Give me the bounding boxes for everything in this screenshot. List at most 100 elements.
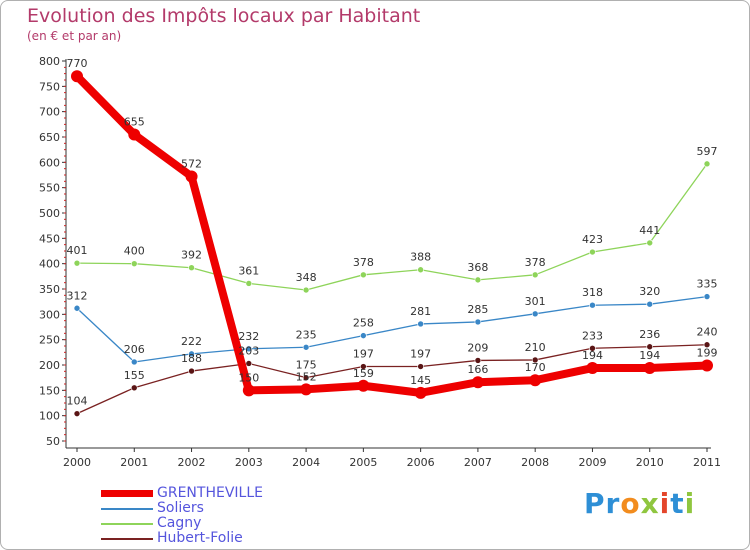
data-point-soliers: [646, 300, 654, 308]
data-point-grentheville: [242, 384, 255, 397]
data-label-hubert-folie: 240: [697, 326, 718, 339]
data-point-grentheville: [701, 359, 713, 372]
series-line-hubert-folie: [76, 344, 708, 415]
legend-label-cagny: Cagny: [157, 515, 202, 531]
y-tick-label: 750: [39, 80, 60, 93]
data-label-hubert-folie: 233: [582, 329, 603, 342]
x-tick-label: 2006: [407, 456, 435, 469]
legend-label-grentheville: GRENTHEVILLE: [157, 485, 263, 501]
data-label-grentheville: 145: [410, 374, 431, 387]
y-tick-label: 550: [39, 182, 60, 195]
data-label-hubert-folie: 203: [238, 344, 259, 357]
data-point-cagny: [245, 280, 253, 287]
y-tick-label: 100: [39, 410, 60, 423]
data-label-soliers: 285: [467, 303, 488, 316]
data-point-cagny: [188, 264, 195, 272]
x-tick-label: 2003: [235, 456, 263, 469]
data-point-hubert-folie: [130, 384, 138, 392]
data-label-grentheville: 655: [124, 115, 145, 128]
data-label-cagny: 441: [639, 224, 660, 237]
data-label-soliers: 206: [124, 343, 145, 356]
data-point-grentheville: [128, 128, 141, 141]
y-tick-label: 150: [39, 384, 60, 397]
y-tick-label: 600: [39, 156, 60, 169]
data-label-grentheville: 170: [525, 361, 546, 374]
data-label-cagny: 378: [353, 256, 374, 269]
data-point-hubert-folie: [417, 363, 424, 370]
y-tick-label: 50: [46, 435, 60, 448]
data-label-cagny: 401: [67, 244, 88, 257]
data-point-hubert-folie: [646, 343, 654, 351]
data-label-hubert-folie: 104: [67, 395, 88, 408]
x-tick-label: 2009: [578, 456, 606, 469]
data-label-soliers: 335: [697, 278, 718, 291]
y-tick-label: 650: [39, 131, 60, 144]
data-label-cagny: 368: [467, 261, 488, 274]
data-label-grentheville: 150: [238, 371, 259, 384]
data-label-cagny: 400: [124, 245, 145, 258]
data-label-cagny: 361: [238, 264, 259, 277]
data-label-hubert-folie: 155: [124, 369, 145, 382]
x-tick-label: 2011: [693, 456, 721, 469]
data-point-soliers: [245, 345, 253, 353]
data-label-soliers: 281: [410, 305, 431, 318]
data-point-soliers: [130, 358, 138, 366]
data-label-soliers: 258: [353, 317, 374, 330]
data-label-soliers: 232: [238, 330, 259, 343]
x-tick-label: 2002: [178, 456, 206, 469]
legend-swatch-grentheville: [101, 490, 153, 497]
data-point-soliers: [188, 350, 195, 358]
data-point-soliers: [531, 310, 539, 318]
chart-subtitle: (en € et par an): [27, 29, 122, 43]
series-line-cagny: [76, 163, 708, 291]
data-point-grentheville: [185, 170, 198, 183]
data-point-hubert-folie: [360, 363, 367, 370]
y-tick-label: 500: [39, 207, 60, 220]
y-tick-label: 350: [39, 283, 60, 296]
data-point-grentheville: [357, 379, 370, 392]
y-tick-label: 400: [39, 258, 60, 271]
data-point-cagny: [417, 266, 424, 274]
data-label-cagny: 348: [296, 271, 317, 284]
y-tick-label: 250: [39, 334, 60, 347]
data-label-soliers: 312: [67, 289, 88, 302]
x-tick-label: 2010: [636, 456, 664, 469]
x-tick-label: 2005: [349, 456, 377, 469]
data-label-cagny: 388: [410, 251, 431, 264]
legend-swatch-hubert-folie: [101, 538, 153, 540]
y-tick-label: 200: [39, 359, 60, 372]
legend-label-soliers: Soliers: [157, 500, 204, 516]
data-label-hubert-folie: 188: [181, 352, 202, 365]
data-label-grentheville: 194: [639, 349, 660, 362]
data-label-cagny: 378: [525, 256, 546, 269]
data-label-hubert-folie: 197: [353, 348, 374, 361]
y-tick-label: 800: [39, 55, 60, 68]
data-label-hubert-folie: 209: [467, 341, 488, 354]
data-point-grentheville: [529, 374, 542, 387]
data-label-grentheville: 199: [697, 347, 718, 360]
x-tick-label: 2000: [63, 456, 91, 469]
data-point-cagny: [130, 260, 138, 267]
x-tick-label: 2007: [464, 456, 492, 469]
data-point-soliers: [417, 320, 424, 328]
data-label-hubert-folie: 210: [525, 341, 546, 354]
data-label-soliers: 318: [582, 286, 603, 299]
data-point-hubert-folie: [589, 344, 596, 352]
data-point-cagny: [474, 276, 482, 284]
data-point-cagny: [73, 259, 81, 267]
data-label-soliers: 320: [639, 285, 660, 298]
data-point-grentheville: [471, 376, 484, 389]
x-tick-label: 2008: [521, 456, 549, 469]
data-point-hubert-folie: [188, 367, 195, 375]
legend-swatch-soliers: [101, 508, 153, 510]
data-label-cagny: 597: [697, 145, 718, 158]
series-line-grentheville: [73, 72, 711, 397]
data-point-hubert-folie: [531, 356, 539, 364]
data-label-grentheville: 194: [582, 349, 603, 362]
data-label-hubert-folie: 197: [410, 348, 431, 361]
x-tick-label: 2004: [292, 456, 320, 469]
data-point-grentheville: [643, 362, 656, 375]
data-label-grentheville: 152: [296, 370, 317, 383]
